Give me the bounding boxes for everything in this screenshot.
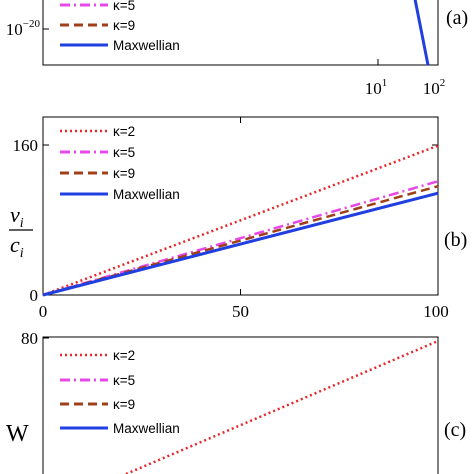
panel-a: 10−20 101 102 κ=5 κ=9 Maxwellian (a) <box>6 0 468 98</box>
panel-a-axes-box <box>42 0 439 66</box>
panel-c-series-kappa2 <box>125 339 439 474</box>
panel-c-ylabel: W <box>6 421 29 447</box>
panel-b-axes-box <box>42 116 439 296</box>
panel-a-legend: κ=5 κ=9 Maxwellian <box>60 0 180 53</box>
panel-b-ylabel: vi ci <box>9 202 33 261</box>
panel-b-ylabel-numerator: vi <box>10 202 24 231</box>
panel-a-legend-label-maxwellian: Maxwellian <box>113 38 180 53</box>
panel-b-legend-label-kappa5: κ=5 <box>113 145 135 160</box>
panel-c: 80 κ=2 κ=5 κ=9 Maxwellian W (c) <box>6 329 466 474</box>
panel-b-legend: κ=2 κ=5 κ=9 Maxwellian <box>60 124 180 202</box>
panel-b-legend-label-kappa2: κ=2 <box>113 124 135 139</box>
panel-b-series-kappa9 <box>42 185 439 297</box>
panel-b-series-maxwellian <box>42 191 439 297</box>
panel-b-xtick-label-0: 0 <box>39 302 48 321</box>
panel-a-legend-label-kappa9: κ=9 <box>113 18 135 33</box>
panel-a-xtick-label-10: 101 <box>365 77 388 98</box>
panel-c-legend-label-kappa5: κ=5 <box>113 373 135 388</box>
panel-a-label: (a) <box>446 7 468 29</box>
panel-c-legend: κ=2 κ=5 κ=9 Maxwellian <box>60 348 180 436</box>
panel-b-series-kappa2 <box>42 144 439 297</box>
panel-b: 0 160 0 50 100 κ=2 κ=5 κ=9 Maxwellian vi… <box>9 116 467 321</box>
panel-b-legend-label-kappa9: κ=9 <box>113 166 135 181</box>
panel-c-legend-label-kappa2: κ=2 <box>113 348 135 363</box>
panel-b-ytick-label-160: 160 <box>13 136 39 155</box>
panel-a-series-maxwellian <box>413 0 430 66</box>
panel-c-legend-label-kappa9: κ=9 <box>113 397 135 412</box>
panel-c-ytick-label-80: 80 <box>21 329 38 348</box>
panel-a-xtick-label-100: 102 <box>423 77 446 98</box>
panel-b-xtick-label-100: 100 <box>423 302 449 321</box>
panel-c-axes-box <box>42 336 439 474</box>
panel-b-label: (b) <box>444 229 467 251</box>
panel-b-series-kappa5 <box>42 180 439 297</box>
panel-b-ytick-label-0: 0 <box>30 286 39 305</box>
panel-a-ytick-label: 10−20 <box>6 18 41 39</box>
panel-b-ylabel-denominator: ci <box>10 232 24 261</box>
panel-c-label: (c) <box>444 419 466 441</box>
panel-b-xtick-label-50: 50 <box>232 302 249 321</box>
panel-c-legend-label-maxwellian: Maxwellian <box>113 421 180 436</box>
panel-b-legend-label-maxwellian: Maxwellian <box>113 187 180 202</box>
panel-a-legend-label-kappa5: κ=5 <box>113 0 135 13</box>
